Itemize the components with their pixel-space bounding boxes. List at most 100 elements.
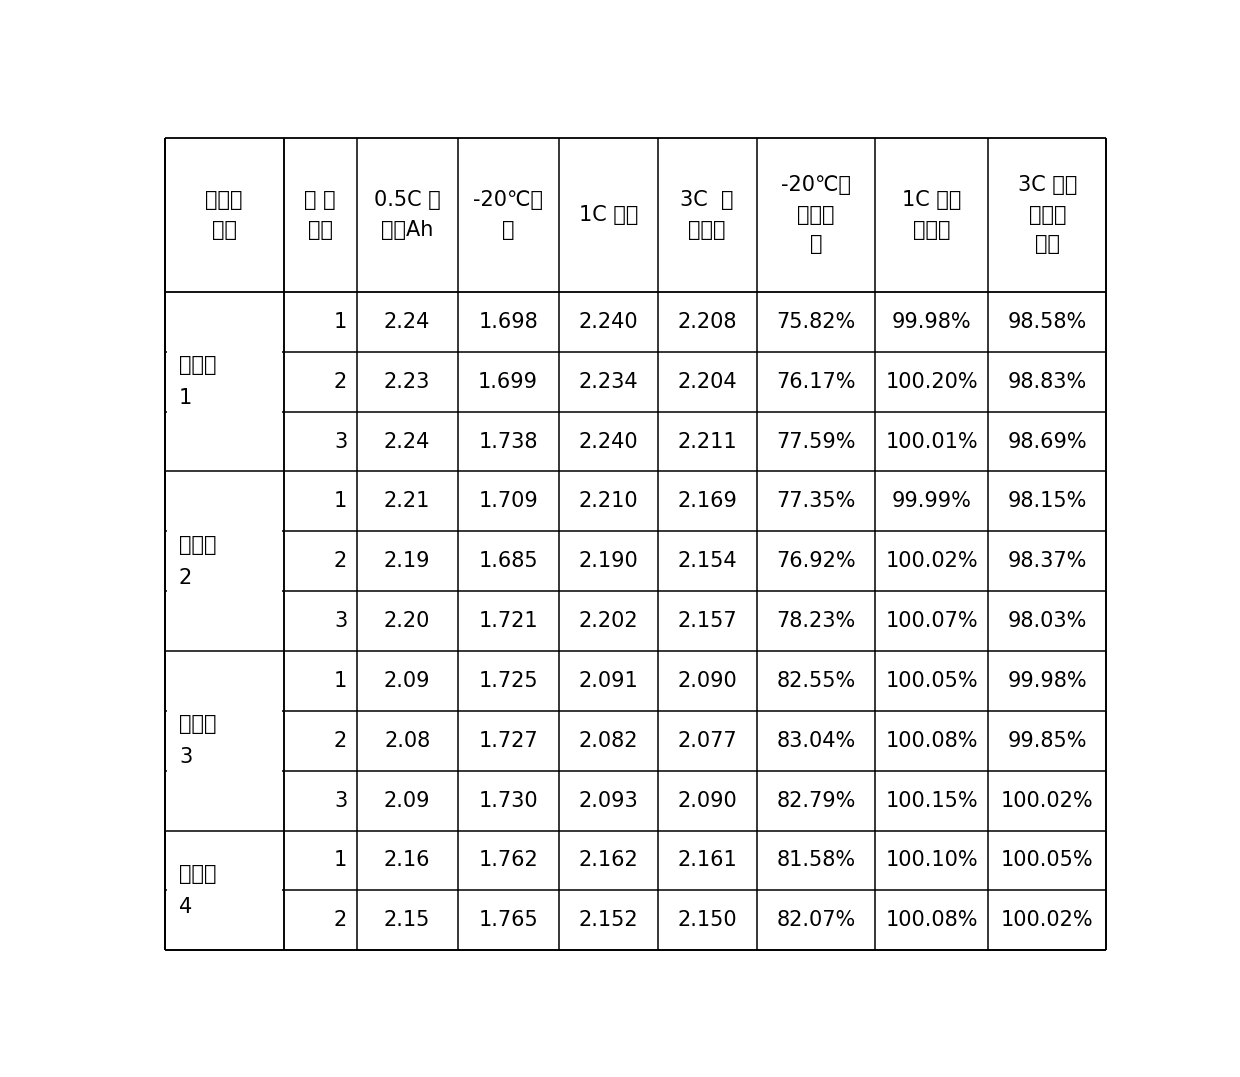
Text: 2.08: 2.08	[384, 731, 430, 751]
Text: 100.05%: 100.05%	[885, 671, 978, 691]
Text: 82.07%: 82.07%	[776, 910, 856, 931]
Text: 100.20%: 100.20%	[885, 372, 978, 392]
Text: 2.154: 2.154	[677, 551, 737, 571]
Text: 2.150: 2.150	[677, 910, 737, 931]
Text: 3C 放电
容量保
持率: 3C 放电 容量保 持率	[1018, 176, 1078, 254]
Text: 2.09: 2.09	[384, 791, 430, 811]
Text: 2.19: 2.19	[384, 551, 430, 571]
Text: 2.23: 2.23	[384, 372, 430, 392]
Text: 82.55%: 82.55%	[776, 671, 856, 691]
Text: 2.24: 2.24	[384, 312, 430, 332]
Text: 实施例
3: 实施例 3	[179, 714, 217, 767]
Text: 2.24: 2.24	[384, 432, 430, 451]
Text: -20℃容
量: -20℃容 量	[474, 190, 543, 239]
Text: 98.37%: 98.37%	[1008, 551, 1087, 571]
Text: 2.169: 2.169	[677, 491, 738, 512]
Text: 0.5C 容
量：Ah: 0.5C 容 量：Ah	[373, 190, 440, 239]
Text: 100.02%: 100.02%	[1001, 791, 1094, 811]
Text: 1.685: 1.685	[479, 551, 538, 571]
Text: 2.152: 2.152	[578, 910, 639, 931]
Text: 2.204: 2.204	[677, 372, 737, 392]
Text: 电 池
编号: 电 池 编号	[304, 190, 336, 239]
Text: 实施例
1: 实施例 1	[179, 355, 217, 408]
Text: 81.58%: 81.58%	[776, 851, 856, 870]
Text: 1.727: 1.727	[479, 731, 538, 751]
Text: 76.17%: 76.17%	[776, 372, 856, 392]
Text: 1.721: 1.721	[479, 611, 538, 631]
Text: 2.20: 2.20	[384, 611, 430, 631]
Text: 2.090: 2.090	[677, 671, 737, 691]
Text: 100.10%: 100.10%	[885, 851, 978, 870]
Text: 98.58%: 98.58%	[1008, 312, 1087, 332]
Text: 98.69%: 98.69%	[1007, 432, 1087, 451]
Text: 实施例
编号: 实施例 编号	[206, 190, 243, 239]
Text: 2.211: 2.211	[677, 432, 737, 451]
Text: 100.02%: 100.02%	[1001, 910, 1094, 931]
Text: 2.093: 2.093	[578, 791, 639, 811]
Text: 100.01%: 100.01%	[885, 432, 978, 451]
Text: 83.04%: 83.04%	[776, 731, 856, 751]
Text: 2.162: 2.162	[578, 851, 639, 870]
Text: 2.240: 2.240	[578, 312, 639, 332]
Text: 3: 3	[334, 611, 347, 631]
Text: 99.99%: 99.99%	[892, 491, 971, 512]
Text: 2.21: 2.21	[384, 491, 430, 512]
Text: 2.090: 2.090	[677, 791, 737, 811]
Text: 3: 3	[334, 432, 347, 451]
Text: 100.08%: 100.08%	[885, 731, 978, 751]
Text: 76.92%: 76.92%	[776, 551, 856, 571]
Text: 75.82%: 75.82%	[776, 312, 856, 332]
Text: 99.98%: 99.98%	[1007, 671, 1087, 691]
Text: 实施例
4: 实施例 4	[179, 864, 217, 917]
Text: 1.709: 1.709	[479, 491, 538, 512]
Text: 77.35%: 77.35%	[776, 491, 856, 512]
Text: 1C 容量: 1C 容量	[579, 205, 637, 225]
Text: 2.15: 2.15	[384, 910, 430, 931]
Text: 1C 容量
保持率: 1C 容量 保持率	[901, 190, 961, 239]
Text: 1.738: 1.738	[479, 432, 538, 451]
Text: 1.725: 1.725	[479, 671, 538, 691]
Text: 1.765: 1.765	[479, 910, 538, 931]
Text: 77.59%: 77.59%	[776, 432, 856, 451]
Text: 2.210: 2.210	[578, 491, 639, 512]
Text: 99.85%: 99.85%	[1008, 731, 1087, 751]
Text: 2: 2	[334, 910, 347, 931]
Text: -20℃容
量保持
率: -20℃容 量保持 率	[781, 176, 851, 254]
Text: 98.83%: 98.83%	[1008, 372, 1087, 392]
Text: 99.98%: 99.98%	[892, 312, 971, 332]
Text: 78.23%: 78.23%	[776, 611, 856, 631]
Text: 1.762: 1.762	[479, 851, 538, 870]
Text: 2.157: 2.157	[677, 611, 737, 631]
Text: 1.699: 1.699	[479, 372, 538, 392]
Text: 2.16: 2.16	[384, 851, 430, 870]
Text: 2.190: 2.190	[578, 551, 639, 571]
Text: 2: 2	[334, 731, 347, 751]
Text: 1.730: 1.730	[479, 791, 538, 811]
Text: 2.234: 2.234	[578, 372, 639, 392]
Text: 1.698: 1.698	[479, 312, 538, 332]
Text: 2.208: 2.208	[677, 312, 737, 332]
Text: 2.077: 2.077	[677, 731, 737, 751]
Text: 100.15%: 100.15%	[885, 791, 978, 811]
Text: 1: 1	[334, 312, 347, 332]
Text: 100.02%: 100.02%	[885, 551, 978, 571]
Text: 2: 2	[334, 372, 347, 392]
Text: 82.79%: 82.79%	[776, 791, 856, 811]
Text: 98.15%: 98.15%	[1008, 491, 1087, 512]
Text: 2: 2	[334, 551, 347, 571]
Text: 100.08%: 100.08%	[885, 910, 978, 931]
Text: 2.202: 2.202	[578, 611, 639, 631]
Text: 1: 1	[334, 851, 347, 870]
Text: 3: 3	[334, 791, 347, 811]
Text: 1: 1	[334, 671, 347, 691]
Text: 2.082: 2.082	[579, 731, 637, 751]
Text: 2.091: 2.091	[578, 671, 639, 691]
Text: 实施例
2: 实施例 2	[179, 535, 217, 588]
Text: 2.09: 2.09	[384, 671, 430, 691]
Text: 100.07%: 100.07%	[885, 611, 978, 631]
Text: 2.161: 2.161	[677, 851, 737, 870]
Text: 1: 1	[334, 491, 347, 512]
Text: 100.05%: 100.05%	[1001, 851, 1094, 870]
Text: 2.240: 2.240	[578, 432, 639, 451]
Text: 98.03%: 98.03%	[1008, 611, 1087, 631]
